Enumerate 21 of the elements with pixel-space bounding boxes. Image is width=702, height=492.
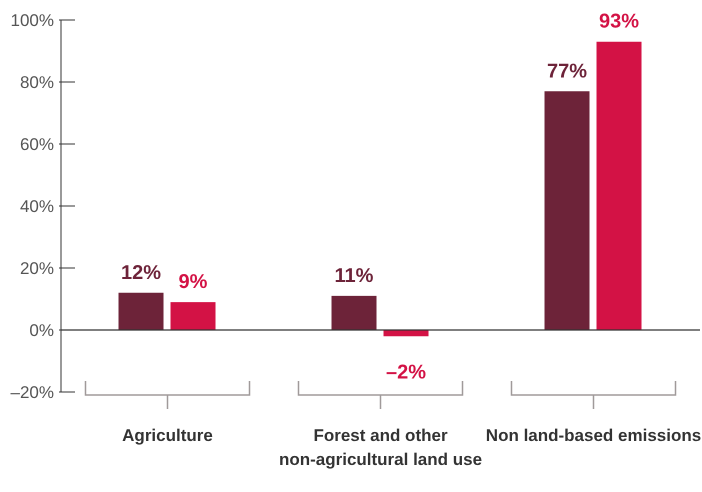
x-tick-label: Non land-based emissions bbox=[486, 426, 702, 446]
data-label: 11% bbox=[334, 264, 374, 287]
bar bbox=[596, 42, 642, 330]
y-tick-label: –20% bbox=[10, 383, 54, 402]
x-tick-label: Forest and other non-agricultural land use bbox=[278, 426, 482, 470]
x-tick-label: Agriculture bbox=[122, 426, 213, 446]
data-label: 12% bbox=[120, 262, 162, 284]
bar bbox=[544, 91, 590, 330]
data-label: 77% bbox=[546, 60, 588, 82]
y-tick-label: 80% bbox=[20, 73, 54, 92]
bar bbox=[332, 296, 377, 330]
y-tick-label: 0% bbox=[29, 321, 54, 340]
data-label: –2% bbox=[386, 361, 426, 384]
y-tick-label: 100% bbox=[10, 11, 54, 30]
bar bbox=[118, 292, 164, 330]
data-label: 9% bbox=[178, 271, 208, 294]
y-tick-label: 60% bbox=[20, 135, 54, 154]
y-tick-label: 20% bbox=[20, 259, 54, 278]
bar bbox=[170, 302, 216, 330]
data-label: 93% bbox=[598, 10, 640, 33]
y-tick-label: 40% bbox=[20, 197, 54, 216]
